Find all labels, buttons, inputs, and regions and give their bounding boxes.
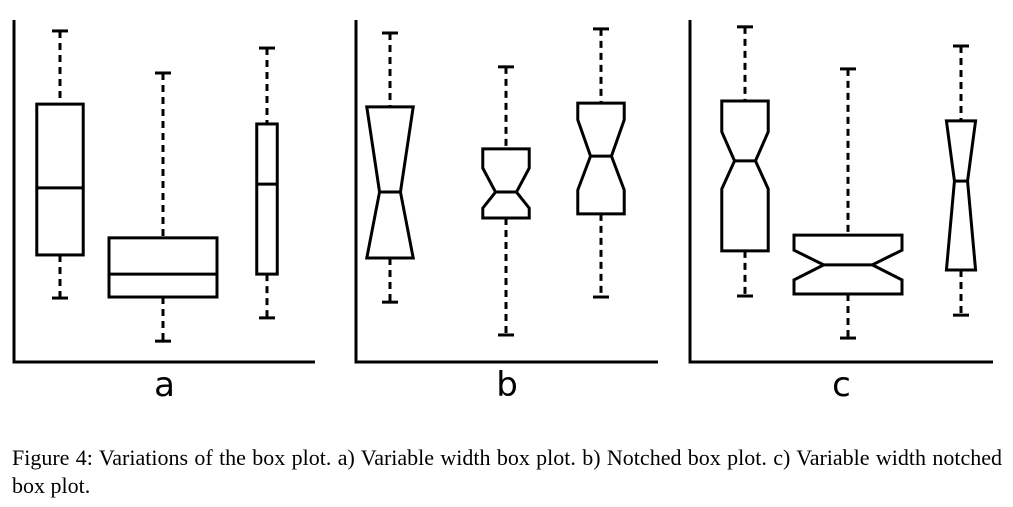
- notched-box: [576, 101, 626, 216]
- box: [255, 122, 279, 276]
- notched-box: [481, 147, 531, 220]
- x-label: a: [154, 365, 175, 405]
- notched-box: [720, 99, 770, 253]
- x-label: b: [496, 365, 518, 405]
- notched-box: [364, 105, 416, 260]
- x-label: c: [832, 365, 851, 405]
- caption: Figure 4: Variations of the box plot. a)…: [12, 445, 1002, 498]
- box: [107, 236, 219, 299]
- axis-line: [12, 20, 315, 364]
- axis-line: [688, 20, 993, 364]
- figure: a b c: [12, 20, 993, 405]
- axis-line: [354, 20, 658, 364]
- box: [35, 102, 85, 257]
- notched-box: [944, 119, 978, 272]
